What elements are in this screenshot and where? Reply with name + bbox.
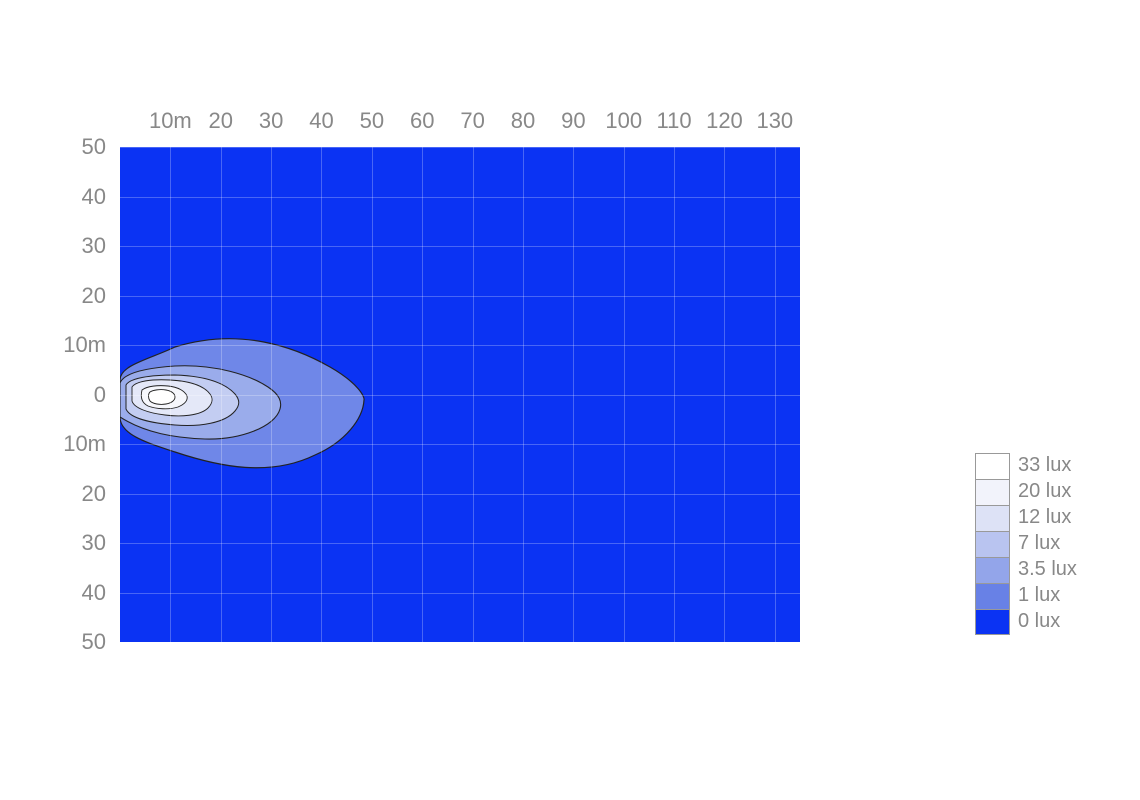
legend-swatch (975, 531, 1010, 557)
grid-line-horizontal (120, 147, 800, 148)
y-axis-tick-label: 30 (56, 530, 106, 556)
y-axis-tick-label: 50 (56, 134, 106, 160)
legend-label: 1 lux (1018, 584, 1060, 607)
legend-label: 20 lux (1018, 480, 1071, 503)
y-axis-tick-label: 20 (56, 283, 106, 309)
legend-label: 33 lux (1018, 454, 1071, 477)
x-axis-tick-label: 30 (259, 108, 283, 134)
y-axis-tick-label: 0 (56, 382, 106, 408)
x-axis-tick-label: 60 (410, 108, 434, 134)
x-axis-tick-label: 100 (605, 108, 642, 134)
legend-label: 12 lux (1018, 506, 1071, 529)
legend-swatch (975, 557, 1010, 583)
x-axis-tick-label: 80 (511, 108, 535, 134)
legend-label: 7 lux (1018, 532, 1060, 555)
x-axis-tick-label: 130 (756, 108, 793, 134)
x-axis-tick-label: 20 (208, 108, 232, 134)
grid-line-horizontal (120, 593, 800, 594)
legend-swatch (975, 479, 1010, 505)
legend-swatch (975, 583, 1010, 609)
legend-swatch (975, 505, 1010, 531)
grid-line-horizontal (120, 543, 800, 544)
x-axis-tick-label: 10m (149, 108, 192, 134)
x-axis-tick-label: 90 (561, 108, 585, 134)
y-axis-tick-label: 40 (56, 184, 106, 210)
grid-line-horizontal (120, 444, 800, 445)
y-axis-tick-label: 10m (56, 332, 106, 358)
grid-line-horizontal (120, 246, 800, 247)
x-axis-tick-label: 120 (706, 108, 743, 134)
y-axis-tick-label: 40 (56, 580, 106, 606)
y-axis-tick-label: 50 (56, 629, 106, 655)
lux-contour-chart: 10m 20 30 40 50 60 70 80 90 100 110 120 130 50 40 30 20… (0, 0, 1140, 800)
x-axis-tick-label: 40 (309, 108, 333, 134)
grid-line-horizontal (120, 494, 800, 495)
legend-label: 0 lux (1018, 610, 1060, 633)
grid-line-horizontal (120, 642, 800, 643)
legend-swatch (975, 453, 1010, 479)
grid-line-horizontal (120, 345, 800, 346)
y-axis-tick-label: 10m (56, 431, 106, 457)
grid-line-horizontal (120, 197, 800, 198)
grid-line-horizontal (120, 296, 800, 297)
legend-label: 3.5 lux (1018, 558, 1077, 581)
legend-swatch (975, 609, 1010, 635)
x-axis-tick-label: 50 (360, 108, 384, 134)
x-axis-tick-label: 110 (657, 108, 692, 134)
y-axis-tick-label: 20 (56, 481, 106, 507)
y-axis-tick-label: 30 (56, 233, 106, 259)
grid-line-horizontal (120, 395, 800, 396)
x-axis-tick-label: 70 (460, 108, 484, 134)
